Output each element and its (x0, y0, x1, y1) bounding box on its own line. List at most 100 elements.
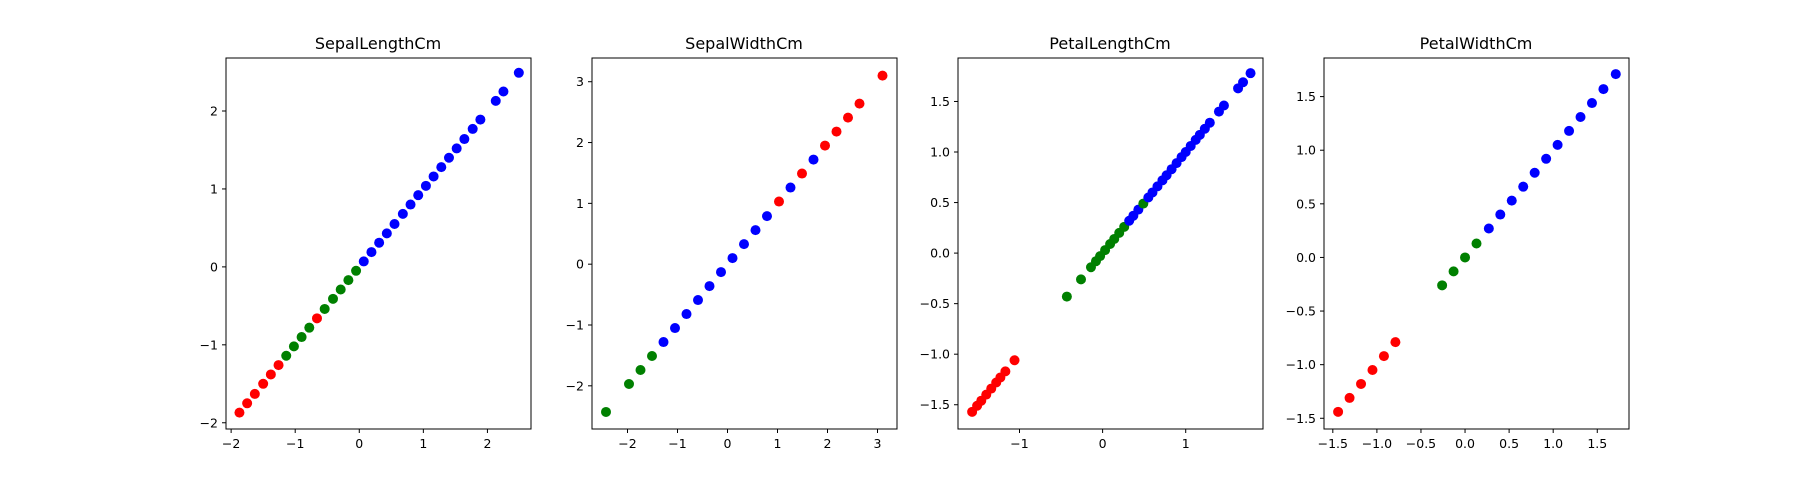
y-tick-label: −1 (566, 317, 584, 332)
y-tick-label: 2 (576, 135, 584, 150)
scatter-point (820, 140, 830, 151)
scatter-point (467, 123, 478, 134)
scatter-point (1204, 117, 1215, 128)
scatter-point (831, 126, 842, 137)
scatter-point (1529, 167, 1540, 178)
y-tick-label: −0.5 (1286, 304, 1316, 319)
x-tick-label: 2 (483, 436, 491, 451)
scatter-point (281, 350, 292, 361)
subplot-1-frame (225, 57, 532, 430)
subplot-3-title: PetalLengthCm (1049, 34, 1170, 53)
scatter-point (405, 199, 416, 210)
scatter-point (1000, 366, 1011, 377)
scatter-point (296, 332, 307, 343)
scatter-point (1564, 125, 1575, 136)
scatter-point (1541, 153, 1552, 164)
subplot-4-title: PetalWidthCm (1420, 34, 1533, 53)
scatter-point (358, 256, 369, 267)
y-tick-label: 0.5 (930, 195, 950, 210)
scatter-point (343, 275, 354, 286)
scatter-point (1483, 223, 1494, 234)
scatter-point (808, 154, 819, 165)
scatter-point (1378, 351, 1389, 362)
scatter-point (498, 86, 509, 97)
subplot-2-frame (591, 57, 898, 430)
scatter-point (443, 152, 454, 163)
subplot-1-title: SepalLengthCm (315, 34, 441, 53)
scatter-point (647, 351, 657, 362)
scatter-point (601, 406, 611, 417)
y-tick-label: 0 (576, 257, 584, 272)
subplot-4: PetalWidthCm −1.5 −1.0 −0.5 0.0 0.5 1.0 1.5 −1.… (1286, 34, 1630, 451)
scatter-point (1552, 139, 1563, 150)
scatter-point (273, 360, 284, 371)
y-tick-label: −1.0 (920, 347, 950, 362)
x-tick-label: −1.0 (1362, 436, 1392, 451)
scatter-point (242, 398, 253, 409)
x-tick-label: 2 (824, 436, 832, 451)
x-tick-label: 3 (874, 436, 882, 451)
scatter-point (249, 388, 260, 399)
x-tick-label: −1 (1010, 436, 1028, 451)
x-tick-label: 0 (724, 436, 732, 451)
scatter-point (1009, 355, 1020, 366)
scatter-point (774, 196, 784, 207)
scatter-point (1460, 252, 1471, 263)
scatter-point (1367, 365, 1378, 376)
scatter-point (1344, 392, 1355, 403)
scatter-point (704, 281, 715, 292)
y-tick-label: −1 (200, 337, 218, 352)
scatter-point (1575, 111, 1586, 122)
x-tick-label: −1 (286, 436, 304, 451)
scatter-point (1598, 84, 1609, 95)
scatter-point (750, 225, 761, 236)
scatter-point (1061, 291, 1072, 302)
scatter-point (716, 267, 726, 278)
x-tick-label: 1 (1182, 436, 1190, 451)
scatter-point (366, 247, 377, 258)
subplot-3-frame (957, 57, 1264, 430)
scatter-point (319, 303, 330, 314)
y-tick-label: 3 (576, 74, 584, 89)
y-tick-label: −1.5 (1286, 411, 1316, 426)
scatter-point (693, 295, 703, 306)
scatter-point (762, 211, 772, 222)
scatter-point (428, 171, 439, 182)
y-tick-label: 0.0 (930, 246, 950, 261)
scatter-point (624, 378, 634, 389)
scatter-point (1075, 274, 1086, 285)
scatter-point (1238, 77, 1249, 88)
scatter-point (1495, 209, 1506, 220)
y-tick-label: −1.5 (920, 397, 950, 412)
scatter-point (311, 313, 322, 324)
y-tick-label: 1.0 (1296, 143, 1316, 158)
scatter-point (1506, 195, 1517, 206)
scatter-point (785, 182, 796, 193)
scatter-point (389, 219, 400, 230)
x-tick-label: −2 (222, 436, 240, 451)
scatter-point (1518, 181, 1529, 192)
scatter-point (681, 309, 692, 320)
x-tick-label: −0.5 (1406, 436, 1436, 451)
scatter-point (420, 180, 431, 191)
scatter-point (459, 134, 470, 145)
scatter-point (739, 239, 749, 250)
y-tick-label: 0.0 (1296, 250, 1316, 265)
scatter-point (288, 341, 299, 352)
scatter-point (351, 265, 362, 276)
scatter-point (397, 208, 408, 219)
x-tick-label: 1.5 (1587, 436, 1607, 451)
scatter-point (658, 337, 669, 348)
subplot-2-title: SepalWidthCm (685, 34, 803, 53)
scatter-point (1448, 266, 1459, 277)
x-tick-label: −1 (668, 436, 686, 451)
y-tick-label: −0.5 (920, 296, 950, 311)
scatter-point (635, 365, 646, 376)
subplot-2: SepalWidthCm −2 −1 0 1 2 3 −2 −1 0 1 2 3 (566, 34, 898, 451)
scatter-point (258, 378, 269, 389)
scatter-point (381, 228, 392, 239)
scatter-point (1586, 98, 1597, 109)
x-tick-label: 0.5 (1499, 436, 1519, 451)
y-tick-label: 1.0 (930, 145, 950, 160)
